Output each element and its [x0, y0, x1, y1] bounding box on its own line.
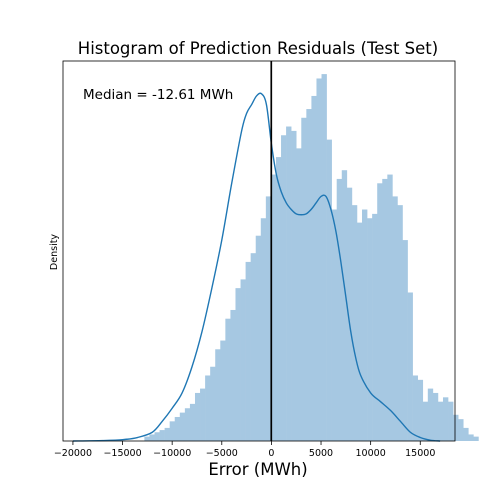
histogram-bar — [311, 95, 317, 441]
histogram-bar — [296, 148, 302, 442]
histogram-bar — [215, 349, 221, 441]
x-tick-label: 10000 — [356, 448, 386, 459]
histogram-bar — [225, 318, 231, 441]
histogram-bar — [275, 157, 282, 441]
histogram-bar — [382, 178, 388, 441]
histogram-bar — [448, 401, 454, 441]
histogram-bar — [245, 261, 251, 441]
x-tick-label: 0 — [268, 448, 274, 459]
histogram-bar — [210, 366, 216, 441]
histogram-bar — [336, 178, 343, 441]
x-tick-label: 5000 — [309, 448, 333, 459]
plot-frame — [62, 60, 456, 442]
histogram-bar — [422, 401, 429, 441]
histogram-bar — [326, 139, 332, 441]
histogram-bar — [291, 130, 297, 441]
histogram-bar — [458, 419, 464, 441]
histogram-bar — [463, 427, 469, 441]
histogram-bar — [154, 432, 160, 441]
histogram-bar — [437, 401, 444, 441]
histogram-bar — [351, 205, 358, 441]
kde-curve — [72, 92, 441, 442]
x-tick-label: −5000 — [206, 448, 238, 459]
histogram-bar — [265, 196, 272, 441]
histogram-bar — [250, 253, 257, 441]
histogram-bars — [144, 74, 479, 442]
histogram-bar — [301, 117, 307, 441]
histogram-bar — [281, 135, 287, 441]
x-tick-label: −10000 — [153, 448, 191, 459]
histogram-bar — [260, 218, 267, 441]
histogram-bar — [387, 174, 393, 441]
x-axis-label: Error (MWh) — [208, 460, 307, 479]
histogram-bar — [402, 240, 408, 441]
histogram-bar — [397, 205, 403, 441]
histogram-bar — [164, 427, 170, 441]
histogram-bar — [240, 279, 246, 441]
histogram-bar — [341, 170, 348, 441]
histogram-bar — [189, 403, 196, 441]
histogram-bar — [356, 222, 363, 441]
histogram-bar — [286, 126, 292, 442]
x-tick-label: −20000 — [54, 448, 92, 459]
histogram-bar — [442, 397, 449, 441]
histogram-bar — [159, 430, 165, 441]
histogram-bar — [372, 213, 378, 441]
histogram-bar — [331, 209, 337, 441]
histogram-bar — [200, 388, 206, 441]
histogram-bar — [432, 392, 439, 441]
histogram-bar — [473, 436, 479, 441]
histogram-bar — [144, 436, 150, 441]
x-tick-label: 15000 — [405, 448, 435, 459]
histogram-bar — [377, 183, 383, 442]
histogram-bar — [149, 434, 155, 441]
histogram-bar — [220, 340, 226, 441]
histogram-bar — [306, 109, 312, 442]
histogram-bar — [392, 196, 398, 441]
histogram-bar — [194, 392, 201, 441]
y-axis-label: Density — [49, 234, 60, 270]
histogram-bar — [412, 375, 418, 441]
histogram-bar — [169, 421, 176, 441]
histogram-bar — [346, 187, 353, 441]
histogram-bar — [367, 218, 373, 441]
histogram-bar — [184, 408, 191, 441]
median-annotation: Median = -12.61 MWh — [83, 87, 233, 103]
histogram-bar — [179, 412, 186, 441]
histogram-bar — [174, 416, 181, 441]
histogram-bar — [316, 78, 322, 441]
histogram-bar — [453, 414, 459, 441]
histogram-bar — [407, 292, 413, 441]
histogram-bar — [468, 434, 474, 441]
histogram-bar — [255, 235, 262, 441]
x-axis-ticks: −20000 −15000 −10000 −5000 0 5000 10000 15000 — [54, 441, 435, 459]
histogram-bar — [230, 309, 236, 441]
histogram-bar — [205, 375, 211, 441]
histogram-bar — [362, 209, 368, 441]
histogram-bar — [235, 288, 241, 441]
histogram-bar — [321, 74, 327, 441]
histogram-bar — [427, 388, 434, 441]
histogram-bar — [270, 174, 277, 441]
x-tick-label: −15000 — [103, 448, 141, 459]
chart-title: Histogram of Prediction Residuals (Test … — [78, 39, 438, 58]
histogram-bar — [417, 379, 424, 441]
